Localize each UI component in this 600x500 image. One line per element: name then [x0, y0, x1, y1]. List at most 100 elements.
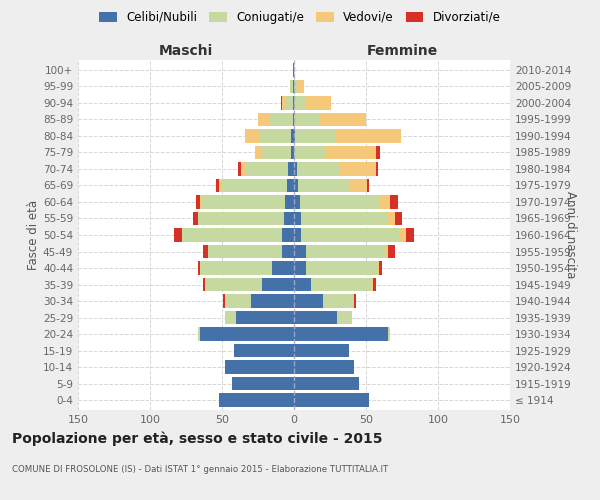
Bar: [301, 212, 388, 226]
Text: Femmine: Femmine: [367, 44, 437, 59]
Bar: [301, 228, 399, 242]
Bar: [388, 328, 391, 341]
Bar: [219, 178, 222, 192]
Bar: [294, 261, 305, 275]
Bar: [203, 244, 208, 258]
Bar: [293, 63, 294, 76]
Bar: [283, 244, 294, 258]
Bar: [305, 261, 377, 275]
Bar: [283, 228, 294, 242]
Bar: [294, 311, 337, 324]
Bar: [269, 112, 293, 126]
Bar: [300, 195, 379, 209]
Bar: [373, 278, 376, 291]
Bar: [379, 261, 382, 275]
Bar: [202, 195, 286, 209]
Bar: [223, 294, 225, 308]
Bar: [388, 212, 395, 226]
Bar: [225, 311, 236, 324]
Bar: [294, 162, 297, 175]
Bar: [391, 195, 398, 209]
Bar: [203, 278, 205, 291]
Bar: [385, 244, 388, 258]
Bar: [294, 195, 300, 209]
Bar: [305, 96, 331, 110]
Bar: [399, 228, 406, 242]
Bar: [295, 129, 336, 142]
Bar: [355, 294, 356, 308]
Bar: [294, 394, 369, 407]
Bar: [262, 278, 294, 291]
Bar: [293, 80, 294, 93]
Bar: [196, 195, 200, 209]
Bar: [281, 96, 283, 110]
Bar: [258, 112, 269, 126]
Bar: [294, 112, 320, 126]
Bar: [311, 278, 372, 291]
Bar: [233, 344, 294, 358]
Bar: [340, 162, 376, 175]
Bar: [175, 228, 182, 242]
Bar: [287, 178, 294, 192]
Text: Maschi: Maschi: [159, 44, 213, 59]
Bar: [245, 162, 288, 175]
Bar: [262, 146, 291, 159]
Bar: [245, 129, 259, 142]
Bar: [294, 178, 298, 192]
Bar: [336, 129, 401, 142]
Legend: Celibi/Nubili, Coniugati/e, Vedovi/e, Divorziati/e: Celibi/Nubili, Coniugati/e, Vedovi/e, Di…: [99, 11, 501, 24]
Bar: [291, 146, 294, 159]
Y-axis label: Fasce di età: Fasce di età: [27, 200, 40, 270]
Bar: [323, 294, 355, 308]
Bar: [294, 244, 305, 258]
Bar: [200, 261, 272, 275]
Bar: [294, 360, 355, 374]
Bar: [197, 212, 284, 226]
Bar: [232, 377, 294, 390]
Bar: [293, 112, 294, 126]
Bar: [197, 328, 200, 341]
Bar: [216, 178, 219, 192]
Bar: [294, 146, 326, 159]
Bar: [337, 311, 352, 324]
Bar: [222, 178, 287, 192]
Bar: [286, 96, 293, 110]
Bar: [238, 162, 241, 175]
Bar: [326, 146, 376, 159]
Bar: [291, 129, 294, 142]
Bar: [297, 162, 340, 175]
Bar: [283, 96, 286, 110]
Bar: [294, 377, 359, 390]
Bar: [294, 80, 297, 93]
Bar: [376, 146, 380, 159]
Bar: [241, 162, 245, 175]
Text: COMUNE DI FROSOLONE (IS) - Dati ISTAT 1° gennaio 2015 - Elaborazione TUTTITALIA.: COMUNE DI FROSOLONE (IS) - Dati ISTAT 1°…: [12, 466, 388, 474]
Bar: [376, 162, 377, 175]
Bar: [193, 212, 197, 226]
Bar: [294, 344, 349, 358]
Bar: [272, 261, 294, 275]
Bar: [208, 244, 283, 258]
Bar: [219, 394, 294, 407]
Bar: [197, 261, 200, 275]
Text: Popolazione per età, sesso e stato civile - 2015: Popolazione per età, sesso e stato civil…: [12, 431, 383, 446]
Bar: [298, 178, 350, 192]
Bar: [259, 129, 291, 142]
Bar: [388, 244, 395, 258]
Bar: [182, 228, 283, 242]
Bar: [294, 294, 323, 308]
Bar: [255, 146, 262, 159]
Bar: [290, 80, 293, 93]
Bar: [294, 278, 311, 291]
Bar: [294, 228, 301, 242]
Bar: [284, 212, 294, 226]
Bar: [200, 328, 294, 341]
Y-axis label: Anni di nascita: Anni di nascita: [564, 192, 577, 278]
Bar: [293, 96, 294, 110]
Bar: [286, 195, 294, 209]
Bar: [305, 244, 385, 258]
Bar: [406, 228, 413, 242]
Bar: [205, 278, 262, 291]
Bar: [379, 195, 391, 209]
Bar: [377, 261, 379, 275]
